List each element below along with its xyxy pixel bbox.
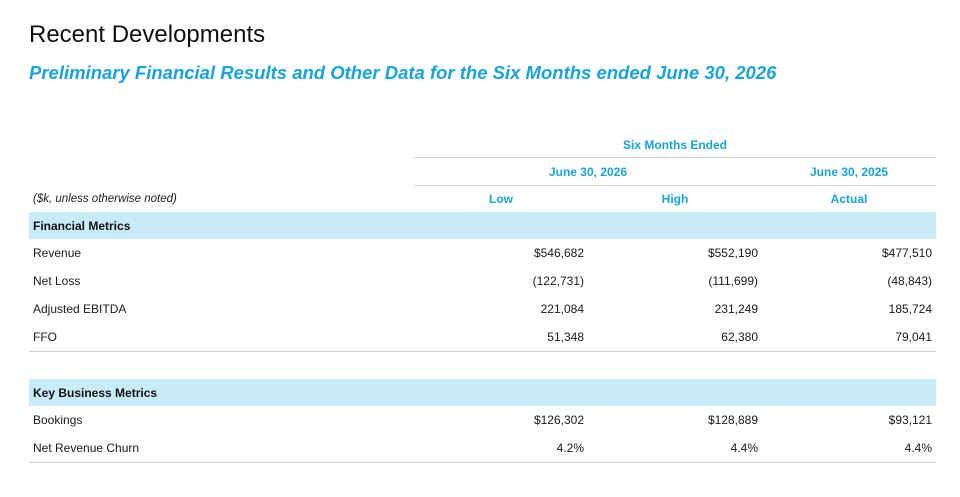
cell-low: 51,348: [414, 323, 588, 352]
row-label: Adjusted EBITDA: [33, 302, 127, 316]
cell-actual: 79,041: [762, 323, 937, 352]
cell-low: $546,682: [533, 246, 584, 260]
row-label: FFO: [29, 323, 414, 352]
cell-low: 221,084: [540, 302, 584, 316]
cell-low: 4.2%: [414, 434, 588, 463]
cell-actual: (48,843): [887, 274, 933, 288]
table-row: Net Revenue Churn 4.2% 4.4% 4.4%: [29, 434, 937, 463]
table-row: FFO 51,348 62,380 79,041: [29, 323, 937, 352]
row-label: Revenue: [33, 246, 82, 260]
section-title: Key Business Metrics: [29, 379, 937, 406]
header-row-periods: June 30, 2026 June 30, 2025: [29, 157, 937, 186]
cell-high: (111,699): [708, 274, 758, 288]
group-header: Six Months Ended: [623, 138, 728, 152]
column-header-actual: Actual: [762, 185, 937, 212]
row-label: Net Loss: [33, 274, 81, 288]
header-row-columns: ($k, unless otherwise noted) Low High Ac…: [29, 185, 937, 212]
cell-high: $128,889: [707, 413, 758, 427]
cell-low: $126,302: [533, 413, 584, 427]
cell-low: (122,731): [532, 274, 584, 288]
table-row: Net Loss (122,731) (111,699) (48,843): [29, 267, 936, 295]
table-row: Revenue $546,682 $552,190 $477,510: [29, 239, 936, 267]
column-header-high: High: [588, 185, 762, 212]
cell-high: $552,190: [707, 246, 758, 260]
financial-results-table: Six Months Ended June 30, 2026 June 30, …: [29, 133, 937, 463]
cell-actual: 4.4%: [762, 434, 937, 463]
cell-actual: $477,510: [881, 246, 933, 260]
table-row: Bookings $126,302 $128,889 $93,121: [29, 406, 936, 434]
cell-high: 4.4%: [588, 434, 762, 463]
header-blank-cell: [29, 158, 414, 186]
header-row-group: Six Months Ended: [29, 133, 936, 158]
period-prior-header: June 30, 2025: [762, 157, 937, 186]
section-spacer: [29, 352, 936, 380]
table-row: Adjusted EBITDA 221,084 231,249 185,724: [29, 295, 936, 323]
section-header-financial-metrics: Financial Metrics: [29, 212, 937, 239]
page-subtitle: Preliminary Financial Results and Other …: [29, 62, 777, 83]
row-label: Bookings: [33, 413, 83, 427]
header-blank-cell: [29, 133, 414, 158]
cell-actual: 185,724: [888, 302, 933, 316]
section-title: Financial Metrics: [29, 212, 937, 239]
cell-actual: $93,121: [888, 413, 933, 427]
units-note: ($k, unless otherwise noted): [33, 192, 177, 205]
column-header-low: Low: [414, 185, 588, 212]
row-label: Net Revenue Churn: [29, 434, 414, 463]
spacer-cell: [29, 352, 936, 380]
period-current-header: June 30, 2026: [414, 157, 762, 186]
page-title: Recent Developments: [29, 21, 266, 48]
section-header-key-business-metrics: Key Business Metrics: [29, 379, 937, 406]
cell-high: 62,380: [588, 323, 762, 352]
cell-high: 231,249: [714, 302, 758, 316]
